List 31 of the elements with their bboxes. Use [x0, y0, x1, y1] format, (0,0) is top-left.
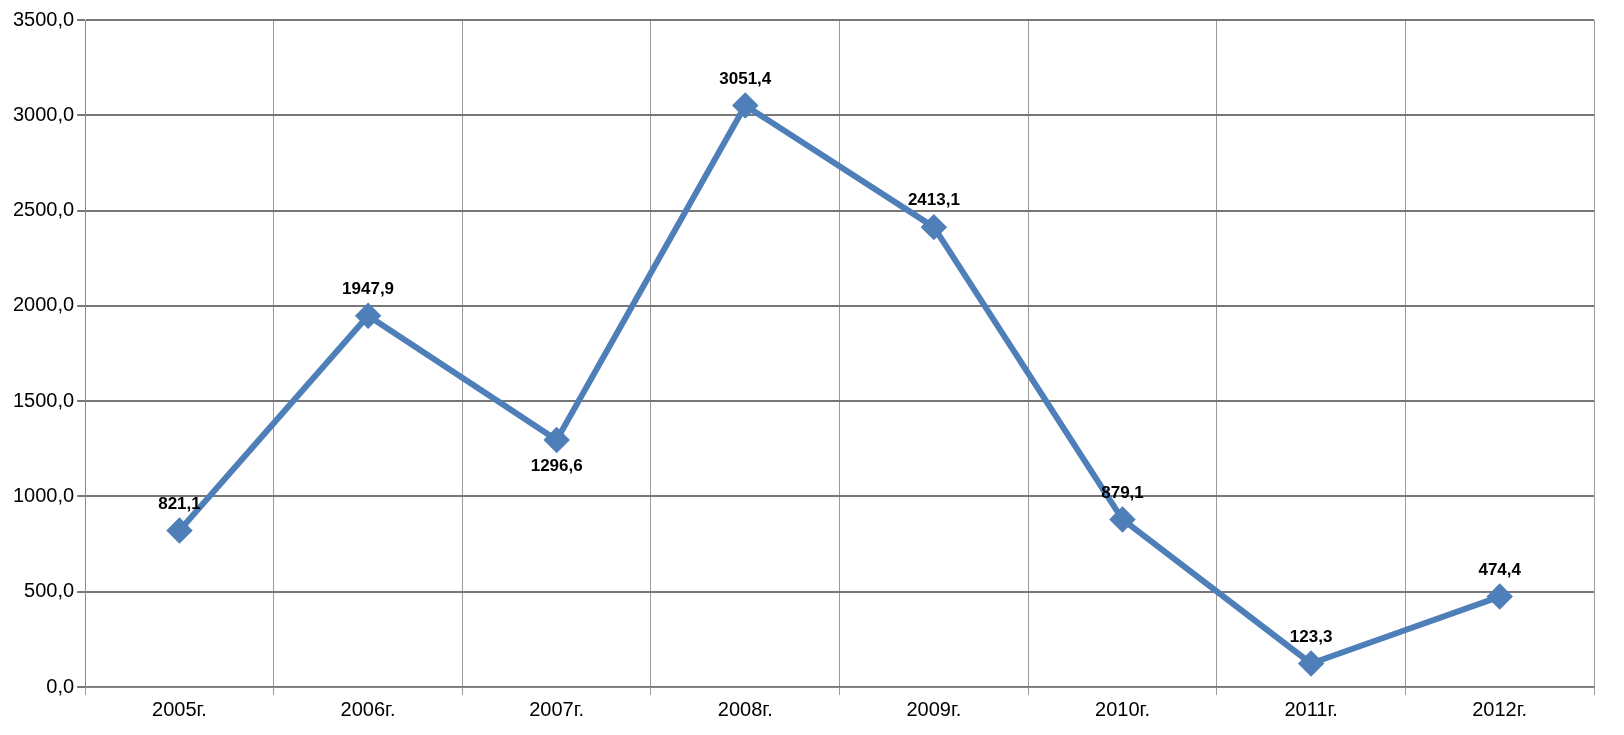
point: [733, 93, 758, 118]
point: [1110, 507, 1135, 532]
x-tick-label: 2008г.: [717, 697, 773, 720]
data-label: 474,4: [1478, 559, 1522, 579]
y-tick-label: 3000,0: [13, 102, 75, 125]
data-label: 123,3: [1289, 626, 1333, 646]
x-tick-label: 2010г.: [1095, 697, 1150, 720]
point: [1487, 584, 1512, 609]
data-label: 1296,6: [530, 456, 583, 476]
y-tick-label: 1000,0: [13, 483, 75, 506]
x-tick-label: 2006г.: [340, 697, 396, 720]
y-tick-label: 1500,0: [13, 388, 75, 411]
data-label: 821,1: [158, 493, 201, 513]
x-tick-label: 2011г.: [1284, 697, 1338, 720]
y-tick-label: 2000,0: [13, 293, 75, 316]
point: [356, 303, 381, 328]
x-tick-label: 2007г.: [529, 697, 585, 720]
point: [544, 427, 569, 452]
y-tick-label: 2500,0: [13, 198, 75, 221]
x-tick-label: 2005г.: [152, 697, 207, 720]
data-label: 2413,1: [907, 190, 960, 210]
y-tick-label: 0,0: [46, 674, 75, 697]
x-tick-label: 2009г.: [906, 697, 962, 720]
y-tick-label: 3500,0: [13, 7, 75, 30]
data-label: 1947,9: [342, 278, 395, 298]
x-tick-label: 2012г.: [1472, 697, 1528, 720]
point: [167, 518, 192, 543]
point: [921, 215, 946, 240]
point: [1299, 651, 1324, 676]
data-label: 3051,4: [719, 68, 772, 88]
y-tick-label: 500,0: [24, 579, 75, 602]
